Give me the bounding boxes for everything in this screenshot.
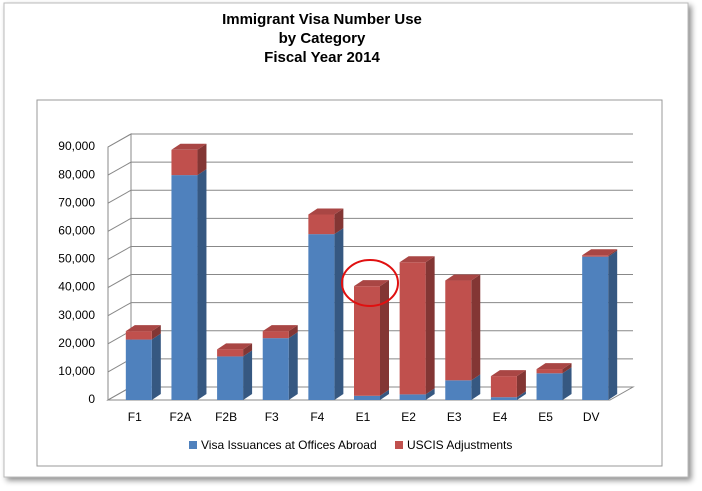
bar — [171, 149, 198, 176]
bar-side — [243, 343, 253, 357]
x-tick-label: F3 — [265, 410, 279, 424]
x-tick-label: E3 — [447, 410, 462, 424]
title-line: Fiscal Year 2014 — [264, 49, 380, 66]
bar-side — [243, 350, 253, 400]
bar-side — [471, 374, 481, 400]
x-tick-label: F1 — [128, 410, 142, 424]
bar — [308, 234, 335, 400]
bar — [399, 394, 426, 400]
bar — [490, 397, 517, 400]
bar — [125, 339, 152, 400]
y-tick-label: 20,000 — [58, 336, 95, 350]
bar-top — [171, 143, 207, 150]
bar — [262, 338, 289, 400]
x-tick-label: DV — [583, 410, 600, 424]
y-tick-label: 0 — [88, 392, 95, 406]
x-tick-label: F2B — [215, 410, 237, 424]
bar-side — [151, 325, 161, 340]
grid-line-side — [107, 133, 132, 148]
bar-side — [334, 228, 344, 400]
bar — [308, 214, 335, 235]
bar-side — [380, 280, 389, 396]
bar — [354, 286, 380, 396]
bar-side — [562, 363, 572, 374]
bar — [536, 369, 563, 374]
legend-label: USCIS Adjustments — [407, 438, 512, 452]
back-wall — [131, 134, 633, 387]
bar — [445, 380, 472, 400]
grid-line-side — [107, 217, 132, 232]
bar-top — [536, 363, 572, 370]
bar-top — [399, 256, 435, 263]
bar-top — [582, 249, 618, 256]
grid-line-side — [107, 302, 132, 317]
bar-top — [125, 325, 161, 332]
bar-side — [288, 332, 298, 400]
bar-side — [608, 250, 618, 400]
bar-side — [151, 333, 161, 400]
bar — [399, 262, 426, 395]
bar-side — [608, 249, 618, 257]
bar-side — [197, 143, 207, 176]
title-line: Immigrant Visa Number Use — [222, 11, 422, 28]
bar — [125, 331, 152, 340]
y-tick-label: 40,000 — [58, 280, 95, 294]
bar-top — [490, 370, 526, 377]
title-line: by Category — [279, 30, 366, 47]
x-tick-label: E5 — [538, 410, 553, 424]
x-tick-label: E4 — [493, 410, 508, 424]
bar — [582, 256, 609, 400]
grid-line-side — [107, 189, 132, 204]
x-tick-label: F2A — [169, 410, 191, 424]
y-tick-label: 70,000 — [58, 195, 95, 209]
bar — [171, 175, 198, 400]
bar — [354, 395, 380, 400]
legend: Visa Issuances at Offices Abroad USCIS Ad… — [189, 438, 512, 452]
x-tick-label: E2 — [401, 410, 416, 424]
bar-top — [445, 274, 481, 281]
bar-top — [217, 343, 253, 350]
grid-line-side — [107, 274, 132, 288]
bar — [217, 356, 244, 400]
x-tick-label: F4 — [310, 410, 324, 424]
bar-side — [516, 370, 526, 398]
x-tick-label: E1 — [356, 410, 371, 424]
bar-side — [197, 169, 207, 400]
grid-line-side — [107, 246, 132, 260]
bar-side — [425, 256, 435, 395]
bar — [262, 331, 289, 339]
bar-side — [334, 208, 344, 235]
bar-top — [354, 280, 389, 287]
plot: 0 10,000 20,000 30,000 40,000 50,000 60,000 70,… — [58, 133, 635, 424]
bar-side — [471, 274, 481, 381]
y-tick-label: 50,000 — [58, 252, 95, 266]
legend-swatch — [395, 441, 403, 449]
bar-side — [425, 388, 435, 400]
bar-side — [380, 389, 389, 400]
bar — [490, 376, 517, 398]
bar-top — [262, 325, 298, 332]
y-tick-label: 80,000 — [58, 167, 95, 181]
y-tick-label: 60,000 — [58, 224, 95, 238]
bar-top — [308, 208, 344, 215]
legend-swatch — [189, 441, 197, 449]
y-tick-label: 90,000 — [58, 139, 95, 153]
bar — [536, 373, 563, 400]
y-tick-label: 10,000 — [58, 364, 95, 378]
bar-side — [562, 367, 572, 400]
bar — [445, 280, 472, 381]
legend-label: Visa Issuances at Offices Abroad — [201, 438, 377, 452]
grid-line-side — [107, 161, 132, 176]
bar — [217, 349, 244, 357]
bar-side — [516, 391, 526, 400]
annotation-circle — [341, 259, 399, 307]
bar-side — [288, 325, 298, 339]
bar — [582, 255, 609, 257]
y-tick-label: 30,000 — [58, 308, 95, 322]
